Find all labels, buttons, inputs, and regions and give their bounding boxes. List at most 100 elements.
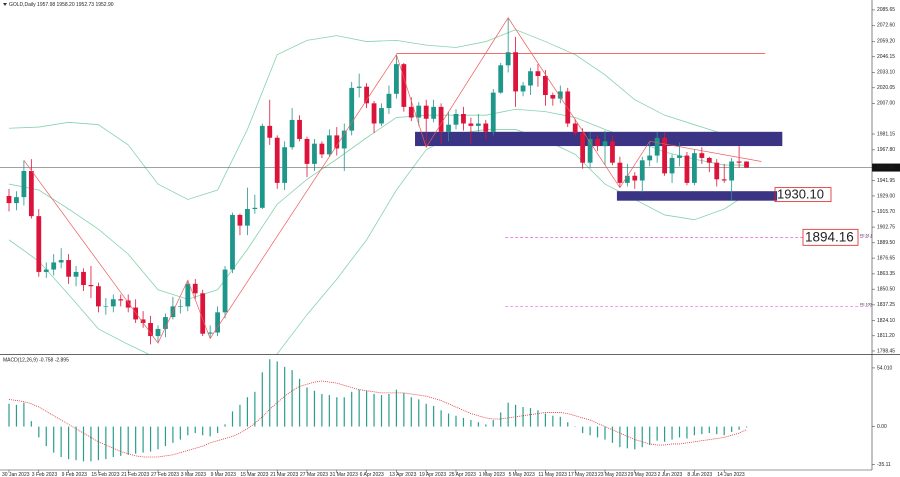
candle-body — [43, 269, 49, 272]
candle-body — [475, 123, 481, 126]
macd-bar — [567, 422, 569, 427]
candle-body — [96, 286, 101, 307]
macd-bar — [745, 426, 748, 428]
macd-bar — [194, 426, 196, 434]
candle-body — [565, 91, 571, 124]
x-tick-label: 2 Jun 2023 — [658, 472, 683, 477]
macd-bar — [433, 405, 435, 427]
candle-body — [706, 157, 712, 163]
macd-bar — [619, 426, 621, 448]
x-tick-label: 15 Feb 2023 — [91, 472, 119, 477]
candle-body — [729, 161, 735, 181]
candle-body — [148, 323, 153, 337]
candle-body — [267, 125, 273, 138]
macd-bar — [492, 420, 494, 427]
x-tick-label: 6 Apr 2023 — [360, 472, 384, 477]
macd-bar — [261, 372, 263, 427]
candle-body — [483, 123, 489, 132]
macd-bar — [366, 390, 368, 427]
y-tick-label: 1902.75 — [877, 224, 895, 230]
candle-body — [252, 207, 258, 210]
candle-body — [364, 86, 369, 104]
y2-tick-label: -35.11 — [877, 462, 891, 468]
macd-bar — [686, 426, 688, 439]
macd-panel — [8, 359, 748, 462]
fib-label: FE 61.8 — [860, 233, 873, 237]
candle-body — [66, 260, 71, 277]
y-tick-label: 2007.00 — [877, 101, 895, 107]
x-tick-label: 27 Mar 2023 — [300, 472, 328, 477]
macd-bar — [135, 426, 137, 454]
macd-bar — [477, 422, 479, 427]
macd-bar — [75, 426, 77, 461]
macd-bar — [656, 426, 658, 441]
y-tick-label: 1811.20 — [877, 333, 895, 339]
candle-body — [304, 138, 310, 164]
candle-body — [490, 92, 496, 132]
candle-body — [736, 161, 742, 163]
candle-body — [28, 171, 34, 217]
macd-bar — [462, 417, 465, 427]
menu-arrow — [3, 3, 7, 6]
candle-body — [110, 299, 116, 307]
macd-bar — [723, 426, 725, 436]
candle-body — [386, 93, 392, 109]
candle-body — [312, 143, 317, 164]
x-tick-label: 29 May 2023 — [628, 472, 657, 477]
y-tick-label: 1929.00 — [877, 193, 895, 199]
macd-bar — [395, 389, 397, 427]
macd-bar — [105, 426, 107, 460]
candle-body — [274, 137, 280, 183]
candle-body — [624, 175, 630, 183]
candle-body — [572, 123, 578, 134]
macd-bar — [388, 394, 390, 427]
x-tick-label: 3 Mar 2023 — [181, 472, 207, 477]
macd-bar — [224, 424, 226, 427]
macd-bar — [127, 426, 129, 455]
candle-body — [423, 105, 429, 119]
macd-bar — [731, 426, 733, 432]
y-tick-label: 1863.35 — [877, 271, 895, 277]
y-tick-label: 2059.20 — [877, 39, 895, 45]
macd-bar — [53, 426, 55, 453]
candle-body — [692, 153, 697, 183]
candle-body — [133, 307, 139, 320]
candle-body — [51, 262, 57, 270]
chart-title: GOLD,Daily 1957.98 1958.20 1952.73 1952.… — [9, 2, 114, 8]
candle-body — [185, 283, 191, 307]
candle-body — [326, 135, 332, 155]
macd-bar — [537, 410, 539, 427]
band-upper — [8, 29, 747, 200]
candle-body — [192, 283, 198, 294]
macd-bar — [403, 392, 405, 427]
macd-bar — [15, 404, 18, 427]
x-tick-label: 1 May 2023 — [479, 472, 505, 477]
trendline — [649, 140, 762, 162]
macd-bar — [470, 420, 472, 427]
macd-bar — [291, 370, 293, 427]
candle-body — [714, 162, 720, 180]
macd-bar — [678, 426, 681, 438]
candle-body — [103, 306, 109, 307]
candle-body — [118, 299, 124, 301]
overlay: 2085.65 2072.60 2059.20 2046.15 2033.10 2020.… — [2, 7, 900, 477]
candle-body — [21, 171, 27, 198]
candle-body — [289, 119, 295, 148]
macd-bar — [142, 426, 144, 453]
current-price-label: 1952.90 — [876, 165, 894, 171]
macd-bar — [321, 394, 323, 427]
candle-body — [557, 91, 563, 99]
candle-body — [207, 332, 213, 334]
candle-body — [394, 64, 399, 94]
macd-bar — [425, 403, 427, 427]
macd-bar — [164, 426, 167, 447]
macd-bar — [112, 426, 114, 457]
y-tick-label: 2033.10 — [877, 70, 895, 76]
candle-body — [528, 71, 533, 86]
price-panel: FE 61.8 FE 100.0 — [0, 17, 873, 354]
macd-bar — [529, 408, 532, 427]
candle-body — [155, 328, 161, 337]
macd-bar — [500, 412, 502, 427]
candle-body — [245, 209, 250, 226]
